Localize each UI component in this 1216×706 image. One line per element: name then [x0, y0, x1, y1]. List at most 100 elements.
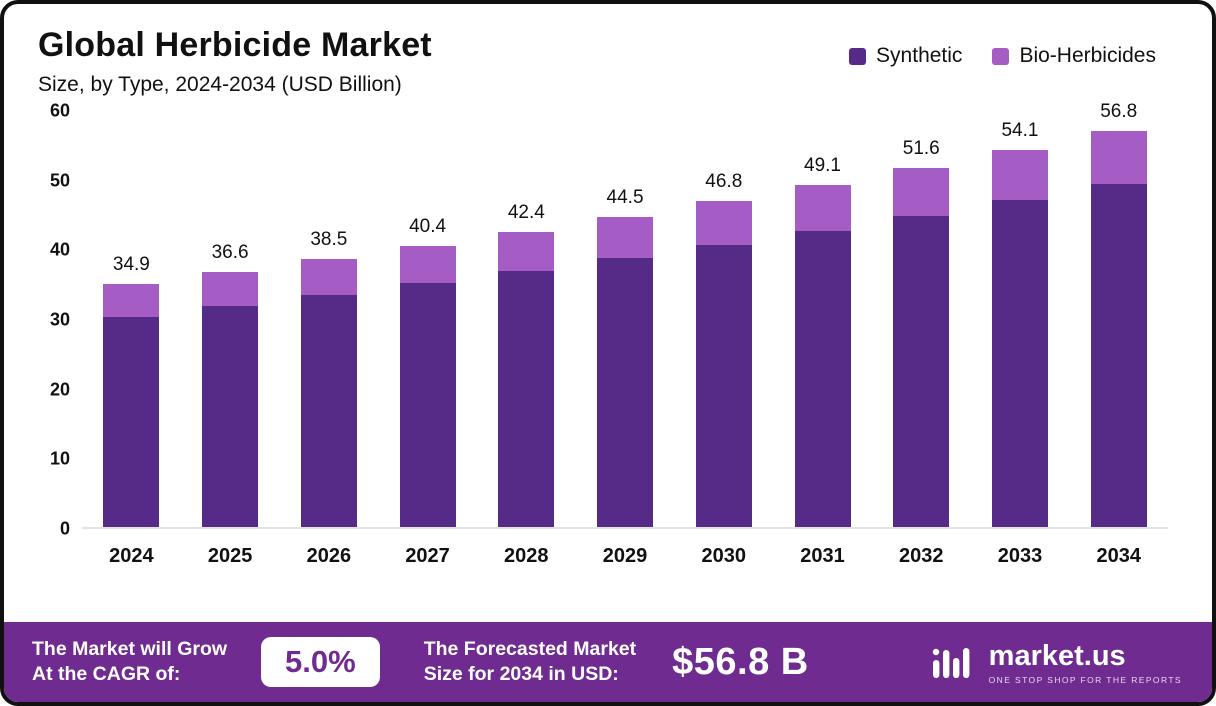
bar-2034: 56.8: [1069, 101, 1168, 527]
segment-synthetic-2030: [695, 244, 752, 527]
legend-item-synthetic: Synthetic: [849, 44, 962, 68]
x-label-2031: 2031: [800, 545, 845, 567]
x-label-2026: 2026: [306, 545, 352, 567]
segment-bio-herbicides-2031: [794, 184, 851, 231]
y-tick-0: 0: [59, 518, 70, 539]
segment-synthetic-2029: [597, 258, 654, 527]
bar-total-label-2028: 42.4: [507, 201, 545, 223]
segment-synthetic-2034: [1090, 184, 1147, 527]
legend-item-bio-herbicides: Bio-Herbicides: [992, 44, 1156, 68]
brand-logo: market.us ONE STOP SHOP FOR THE REPORTS: [931, 640, 1182, 685]
bar-stack-2028: [498, 231, 555, 527]
x-label-2027: 2027: [405, 545, 450, 567]
bar-total-label-2027: 40.4: [409, 215, 447, 237]
bar-total-label-2032: 51.6: [902, 137, 940, 159]
bar-2032: 51.6: [872, 111, 971, 527]
legend-swatch-bio-herbicides: [992, 47, 1010, 65]
bar-stack-2029: [597, 217, 654, 527]
bar-total-label-2031: 49.1: [804, 154, 841, 176]
segment-synthetic-2032: [893, 215, 950, 527]
bar-2031: 49.1: [773, 111, 872, 527]
legend-label-synthetic: Synthetic: [876, 44, 963, 67]
bar-2028: 42.4: [477, 111, 576, 527]
x-label-2024: 2024: [109, 545, 154, 567]
cagr-label-line2: At the CAGR of:: [32, 663, 181, 685]
legend-swatch-synthetic: [849, 47, 867, 65]
chart-legend: Synthetic Bio-Herbicides: [849, 44, 1156, 68]
brand-name: market.us: [988, 639, 1126, 672]
bar-stack-2032: [893, 167, 950, 527]
segment-synthetic-2033: [991, 200, 1048, 527]
bar-2027: 40.4: [378, 111, 477, 527]
x-label-2033: 2033: [997, 545, 1043, 567]
x-label-2029: 2029: [602, 545, 648, 567]
forecast-value: $56.8 B: [672, 640, 809, 683]
stacked-bar-chart: 0 10 20 30 40 50 60 34.9 36.6 38.5 40.4 42.4 44.5 46…: [34, 101, 1168, 539]
cagr-label-line1: The Market will Grow: [32, 638, 228, 661]
segment-bio-herbicides-2027: [399, 245, 456, 284]
bar-stack-2024: [103, 283, 160, 527]
legend-label-bio-herbicides: Bio-Herbicides: [1019, 44, 1156, 67]
x-label-2034: 2034: [1096, 545, 1141, 567]
plot-area: 34.9 36.6 38.5 40.4 42.4 44.5 46.8 49.1 51.6 54.1…: [82, 101, 1168, 529]
bar-stack-2033: [991, 150, 1048, 527]
page-subtitle: Size, by Type, 2024-2034 (USD Billion): [38, 73, 402, 96]
bar-stack-2034: [1090, 131, 1147, 527]
bar-total-label-2029: 44.5: [606, 187, 644, 208]
bar-stack-2027: [399, 245, 456, 527]
header: Global Herbicide Market Size, by Type, 2…: [4, 4, 1212, 97]
segment-synthetic-2026: [300, 295, 357, 527]
segment-bio-herbicides-2026: [300, 258, 357, 296]
segment-bio-herbicides-2025: [202, 272, 259, 307]
bar-total-label-2034: 56.8: [1100, 101, 1138, 123]
bar-2033: 54.1: [971, 111, 1070, 527]
bar-stack-2025: [202, 272, 259, 527]
segment-bio-herbicides-2029: [597, 217, 654, 259]
segment-bio-herbicides-2028: [498, 231, 555, 272]
footer-banner: The Market will Grow At the CAGR of: 5.0…: [4, 622, 1212, 702]
segment-synthetic-2025: [202, 306, 259, 527]
cagr-label: The Market will Grow At the CAGR of:: [32, 637, 227, 687]
y-axis: 0 10 20 30 40 50 60: [34, 101, 82, 539]
x-axis: 2024 2025 2026 2027 2028 2029 2030 2031 2032 2033…: [82, 529, 1168, 568]
cagr-value-badge: 5.0%: [261, 637, 380, 687]
segment-synthetic-2031: [794, 230, 851, 527]
segment-synthetic-2028: [498, 271, 555, 527]
bar-total-label-2024: 34.9: [112, 253, 150, 275]
bar-2025: 36.6: [181, 111, 280, 527]
segment-bio-herbicides-2034: [1090, 131, 1147, 185]
forecast-label-line2: Size for 2034 in USD:: [423, 663, 619, 685]
segment-bio-herbicides-2032: [893, 167, 950, 216]
bar-2024: 34.9: [82, 111, 181, 527]
page-title: Global Herbicide Market: [38, 26, 432, 64]
bar-2030: 46.8: [674, 111, 773, 527]
y-tick-40: 40: [49, 239, 70, 260]
bar-total-label-2033: 54.1: [1001, 120, 1039, 142]
brand-tagline: ONE STOP SHOP FOR THE REPORTS: [988, 674, 1182, 685]
bar-stack-2026: [300, 258, 357, 527]
bar-2026: 38.5: [279, 111, 378, 527]
bar-stack-2031: [794, 184, 851, 527]
y-tick-60: 60: [49, 100, 70, 121]
x-label-2030: 2030: [701, 545, 747, 567]
bar-2029: 44.5: [576, 111, 675, 527]
segment-bio-herbicides-2030: [695, 200, 752, 245]
market-us-icon: [932, 648, 970, 678]
bar-total-label-2026: 38.5: [310, 228, 348, 250]
y-tick-30: 30: [49, 309, 70, 330]
bar-stack-2030: [695, 200, 752, 527]
forecast-label-line1: The Forecasted Market: [423, 638, 637, 661]
y-tick-20: 20: [49, 379, 70, 400]
bar-total-label-2025: 36.6: [211, 242, 249, 264]
bar-total-label-2030: 46.8: [705, 170, 743, 192]
segment-bio-herbicides-2024: [103, 283, 160, 317]
y-tick-10: 10: [49, 448, 70, 469]
segment-synthetic-2024: [103, 316, 160, 527]
y-tick-50: 50: [49, 170, 70, 191]
segment-synthetic-2027: [399, 283, 456, 527]
segment-bio-herbicides-2033: [991, 150, 1048, 201]
x-label-2028: 2028: [504, 545, 549, 567]
brand-text: market.us ONE STOP SHOP FOR THE REPORTS: [989, 640, 1182, 685]
x-label-2032: 2032: [898, 545, 944, 567]
